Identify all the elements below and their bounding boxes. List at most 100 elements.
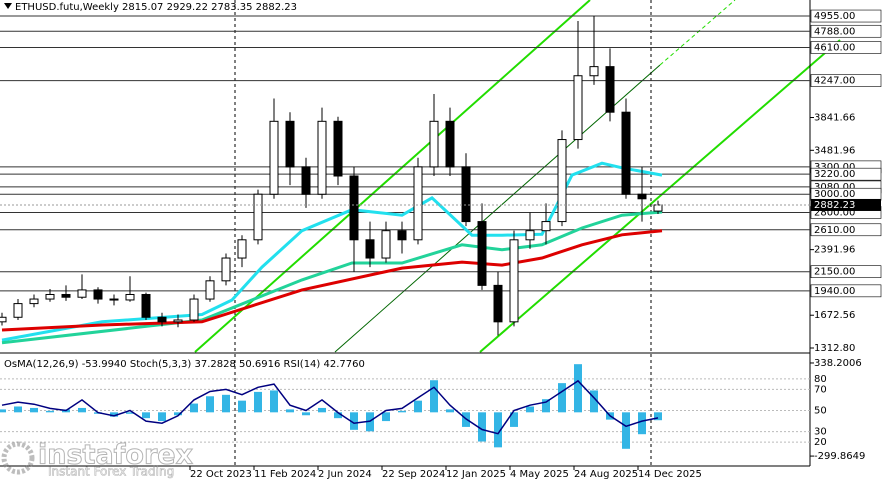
candle-body — [333, 120, 343, 177]
watermark: instaforex Instant Forex Trading — [1, 439, 194, 479]
level-label: 2150.00 — [814, 267, 855, 278]
watermark-logo — [1, 441, 35, 475]
y-tick-label: 2391.96 — [814, 245, 855, 256]
osma-bar — [542, 399, 550, 413]
osma-bar — [46, 410, 54, 413]
moving-average — [1, 229, 663, 332]
channel-line — [194, 0, 591, 353]
osma-bar — [622, 412, 630, 449]
candle-body — [557, 139, 567, 223]
osma-bar — [286, 409, 294, 413]
candle-body — [45, 293, 55, 300]
chart-header: ETHUSD.futu,Weekly 2815.07 2929.22 2783.… — [15, 2, 297, 13]
osma-bar — [126, 412, 134, 414]
osma-bar — [446, 409, 454, 413]
osma-bar — [190, 403, 198, 413]
level-label: 2610.00 — [814, 225, 855, 236]
oscillator-tick-label: 70 — [814, 384, 827, 395]
osma-bar — [30, 407, 38, 413]
level-label-box — [810, 24, 882, 38]
level-label-box — [810, 9, 882, 23]
level-label-box — [810, 284, 882, 298]
level-label: 3300.00 — [814, 162, 855, 173]
osma-bar — [78, 407, 86, 413]
candle-body — [541, 221, 551, 232]
candle-body — [525, 230, 535, 241]
last-price-label: 2882.23 — [814, 200, 855, 211]
osma-bar — [302, 412, 310, 416]
level-label: 2800.00 — [814, 207, 855, 218]
level-label: 4955.00 — [814, 11, 855, 22]
y-tick-label: 1672.56 — [814, 310, 855, 321]
candle-body — [397, 230, 407, 241]
candle-body — [13, 303, 23, 318]
candle-body — [301, 166, 311, 195]
x-tick-label: 22 Oct 2023 — [190, 469, 252, 480]
last-price-box — [811, 198, 881, 211]
candle-body — [605, 66, 615, 113]
oscillator-tick-label: 50 — [814, 406, 827, 417]
osma-bar — [638, 412, 646, 435]
level-label: 3000.00 — [814, 189, 855, 200]
osma-tick-label: 338.2006 — [814, 358, 862, 369]
osma-bar — [142, 412, 150, 419]
osma-bar — [110, 412, 118, 417]
channel-lines — [194, 0, 841, 465]
level-label-box — [810, 74, 882, 87]
osma-bar — [398, 410, 406, 413]
trend-line-extension — [659, 0, 736, 66]
candle-body — [461, 166, 471, 223]
candle-body — [285, 120, 295, 168]
candle-body — [109, 298, 119, 301]
x-tick-label: 2 Jun 2024 — [318, 469, 372, 480]
candle-body — [589, 66, 599, 77]
level-label: 3080.00 — [814, 182, 855, 193]
osma-bar — [206, 396, 214, 413]
oscillator-tick-label: 30 — [814, 427, 827, 438]
y-tick-label: 3841.66 — [814, 113, 855, 124]
candle-body — [365, 239, 375, 259]
level-label-box — [810, 41, 882, 54]
candle-body — [253, 193, 263, 241]
watermark-brand: instaforex — [38, 440, 193, 471]
symbol-icon — [4, 3, 12, 9]
candle-body — [29, 298, 39, 305]
osma-bar — [350, 412, 358, 430]
osma-bar — [318, 407, 326, 413]
osma-bar — [238, 400, 246, 413]
osma-bar — [334, 412, 342, 419]
level-label: 4788.00 — [814, 26, 855, 37]
osma-bar — [158, 412, 166, 422]
candle-body — [269, 120, 279, 195]
level-label-box — [810, 265, 882, 279]
candle-body — [173, 319, 183, 323]
osma-bar — [222, 394, 230, 413]
candle-body — [573, 75, 583, 141]
osma-bar — [558, 383, 566, 413]
candle-body — [493, 284, 503, 323]
osma-bar — [574, 364, 582, 413]
candle-body — [141, 293, 151, 318]
candle-body — [237, 239, 247, 259]
candle-body — [157, 316, 167, 323]
osma-bar — [14, 406, 22, 413]
osma-bar — [526, 406, 534, 413]
candle-body — [509, 239, 519, 323]
osma-bar — [494, 412, 502, 448]
x-tick-label: 12 Jan 2025 — [446, 469, 506, 480]
level-label: 4610.00 — [814, 42, 855, 53]
osma-bar — [0, 409, 6, 413]
osma-bar — [270, 390, 278, 413]
channel-line — [479, 39, 841, 353]
candle-body — [125, 293, 135, 301]
y-tick-label: 1312.80 — [814, 343, 855, 354]
candle-body — [349, 175, 359, 241]
level-label-box — [810, 167, 882, 181]
x-tick-label: 24 Aug 2025 — [574, 469, 638, 480]
level-label-box — [810, 223, 882, 237]
osma-bar — [382, 412, 390, 422]
osma-bar — [174, 412, 182, 416]
candle-body — [477, 221, 487, 286]
candle-body — [429, 120, 439, 168]
